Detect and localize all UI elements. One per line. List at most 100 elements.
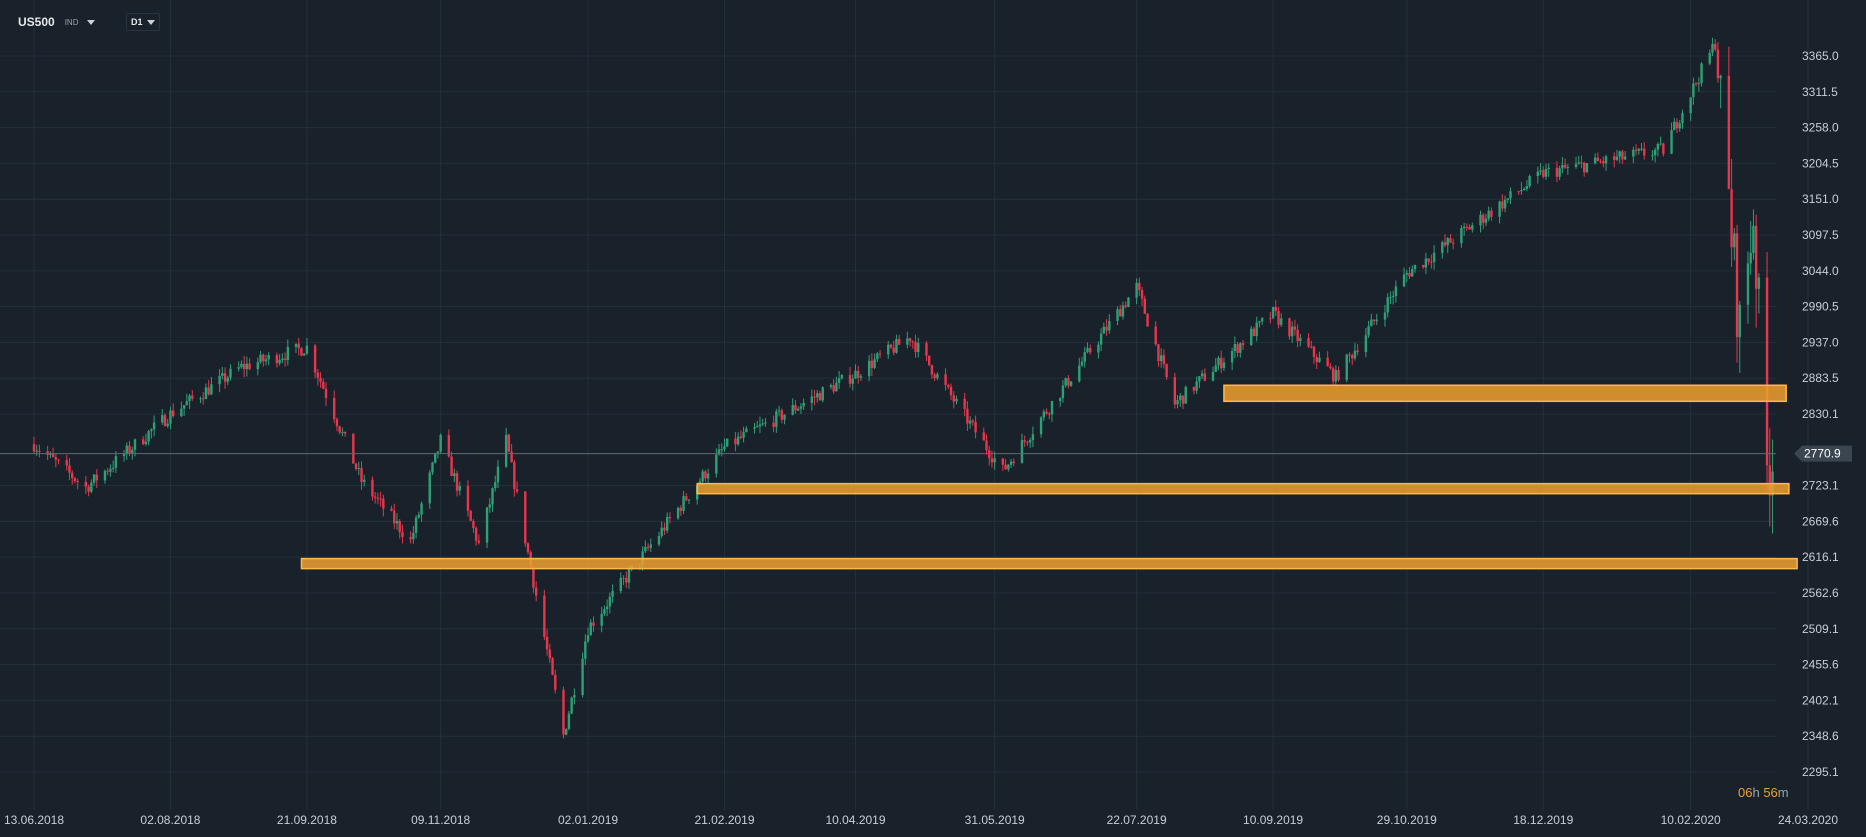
candle-up bbox=[758, 416, 762, 434]
candle-body bbox=[720, 449, 723, 451]
candle-down bbox=[1274, 300, 1277, 317]
candle-down bbox=[988, 445, 991, 466]
candle-body bbox=[534, 587, 538, 596]
candle-body bbox=[581, 658, 584, 696]
candle-down bbox=[526, 542, 530, 555]
candle-body bbox=[1367, 326, 1370, 336]
candle-body bbox=[128, 445, 131, 454]
candle-up bbox=[1334, 365, 1338, 387]
candle-body bbox=[1179, 395, 1182, 401]
candle-up bbox=[417, 511, 421, 519]
candle-up bbox=[204, 383, 208, 400]
candle-down bbox=[534, 581, 538, 602]
candle-down bbox=[685, 492, 688, 502]
candle-body bbox=[1443, 242, 1447, 246]
candle-body bbox=[185, 401, 189, 406]
candle-body bbox=[363, 479, 366, 482]
candle-up bbox=[182, 405, 186, 417]
candle-body bbox=[1517, 191, 1520, 193]
candle-body bbox=[1048, 413, 1051, 415]
candle-body bbox=[917, 343, 920, 353]
candle-up bbox=[341, 427, 344, 437]
x-tick-label: 29.10.2019 bbox=[1377, 813, 1437, 827]
candle-body bbox=[685, 496, 688, 501]
candle-body bbox=[477, 540, 481, 543]
candle-down bbox=[472, 519, 475, 533]
candle-up bbox=[589, 619, 592, 636]
candle-body bbox=[1681, 113, 1684, 124]
candle-body bbox=[51, 453, 55, 458]
candle-up bbox=[1752, 209, 1755, 260]
candle-up bbox=[1738, 300, 1741, 373]
candle-up bbox=[1558, 165, 1561, 181]
candle-body bbox=[125, 445, 128, 455]
candle-body bbox=[1653, 149, 1657, 156]
candle-down bbox=[376, 492, 380, 505]
candle-body bbox=[988, 450, 991, 459]
candle-body bbox=[1522, 188, 1526, 190]
y-tick-label: 3151.0 bbox=[1802, 192, 1839, 206]
candle-body bbox=[1544, 169, 1548, 177]
candle-up bbox=[1659, 136, 1662, 146]
candle-up bbox=[1217, 355, 1220, 371]
candle-body bbox=[1765, 277, 1769, 466]
candle-down bbox=[1613, 152, 1616, 168]
candle-up bbox=[1099, 328, 1103, 352]
candle-up bbox=[1681, 109, 1684, 129]
candle-up bbox=[1484, 214, 1488, 227]
candle-body bbox=[832, 385, 835, 392]
candle-down bbox=[338, 425, 341, 435]
candle-up bbox=[1604, 154, 1608, 171]
candle-body bbox=[245, 363, 249, 370]
candle-countdown: 06h 56m bbox=[1738, 785, 1789, 800]
candle-body bbox=[1678, 123, 1681, 129]
candle-up bbox=[917, 337, 920, 358]
candle-body bbox=[240, 363, 243, 368]
candle-body bbox=[1173, 377, 1177, 405]
candle-down bbox=[857, 365, 860, 384]
candle-up bbox=[458, 481, 461, 496]
candle-up bbox=[414, 515, 418, 539]
candle-body bbox=[1299, 337, 1302, 342]
candle-down bbox=[393, 503, 396, 530]
candle-body bbox=[49, 453, 52, 455]
candle-body bbox=[1239, 343, 1242, 353]
candle-body bbox=[1637, 148, 1640, 151]
candle-body bbox=[706, 473, 710, 479]
symbol-selector[interactable]: US500 IND bbox=[18, 14, 96, 30]
candle-body bbox=[1138, 282, 1141, 290]
candle-body bbox=[433, 452, 437, 463]
candle-body bbox=[204, 387, 208, 400]
candle-up bbox=[1299, 333, 1302, 347]
timeframe-selector[interactable]: D1 bbox=[126, 13, 160, 31]
candle-down bbox=[1241, 340, 1245, 350]
candle-body bbox=[316, 372, 320, 378]
candle-body bbox=[1547, 167, 1550, 170]
candle-body bbox=[341, 431, 344, 433]
candle-down bbox=[933, 372, 936, 382]
candle-body bbox=[1375, 319, 1378, 322]
candle-down bbox=[663, 522, 666, 536]
candle-down bbox=[952, 391, 955, 409]
candle-down bbox=[379, 491, 382, 507]
candle-body bbox=[1391, 296, 1395, 298]
candle-body bbox=[619, 577, 622, 591]
candle-body bbox=[1632, 149, 1635, 157]
candle-up bbox=[1536, 166, 1540, 184]
candle-up bbox=[1697, 77, 1701, 92]
candles bbox=[32, 37, 1774, 739]
y-tick-label: 3258.0 bbox=[1802, 121, 1839, 135]
candle-up bbox=[185, 393, 189, 406]
candle-body bbox=[262, 354, 265, 362]
candle-body bbox=[1271, 307, 1275, 319]
candle-down bbox=[897, 334, 901, 345]
candle-body bbox=[1427, 258, 1430, 262]
candle-body bbox=[1599, 161, 1602, 163]
candle-up bbox=[1525, 179, 1529, 192]
candle-body bbox=[1039, 417, 1043, 435]
candle-body bbox=[543, 595, 546, 637]
candle-down bbox=[1326, 351, 1329, 367]
candle-body bbox=[974, 421, 977, 433]
candle-down bbox=[1220, 350, 1223, 374]
